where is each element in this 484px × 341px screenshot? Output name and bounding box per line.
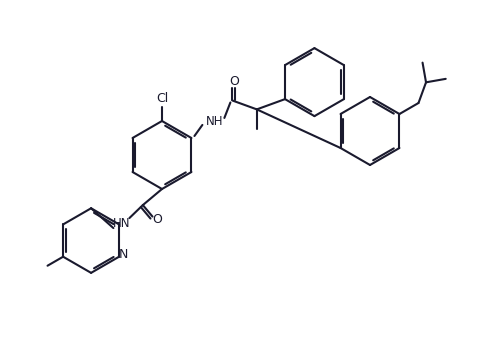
Text: O: O — [229, 75, 239, 88]
Text: NH: NH — [206, 116, 223, 129]
Text: O: O — [152, 213, 163, 226]
Text: HN: HN — [113, 217, 130, 229]
Text: N: N — [119, 248, 128, 261]
Text: Cl: Cl — [156, 92, 168, 105]
